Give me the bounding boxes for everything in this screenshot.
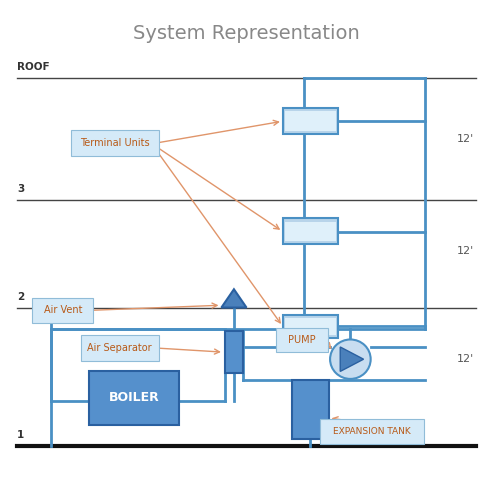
FancyBboxPatch shape	[285, 222, 336, 241]
Text: Air Vent: Air Vent	[44, 306, 82, 315]
FancyBboxPatch shape	[33, 298, 93, 323]
Text: 12': 12'	[457, 134, 474, 144]
FancyBboxPatch shape	[292, 380, 329, 439]
Text: EXPANSION TANK: EXPANSION TANK	[333, 427, 411, 436]
Text: 2: 2	[17, 292, 24, 302]
Text: 12': 12'	[457, 246, 474, 256]
FancyBboxPatch shape	[81, 335, 159, 361]
Text: 12': 12'	[457, 354, 474, 364]
Text: Air Separator: Air Separator	[87, 343, 152, 353]
Text: 3: 3	[17, 184, 24, 194]
Text: Terminal Units: Terminal Units	[80, 138, 150, 148]
FancyBboxPatch shape	[277, 328, 328, 352]
Text: ROOF: ROOF	[17, 62, 50, 72]
Text: 1: 1	[17, 431, 24, 440]
FancyBboxPatch shape	[285, 111, 336, 131]
FancyBboxPatch shape	[225, 331, 243, 373]
Circle shape	[330, 340, 371, 379]
FancyBboxPatch shape	[283, 108, 338, 134]
FancyBboxPatch shape	[283, 218, 338, 244]
Text: BOILER: BOILER	[109, 391, 160, 404]
FancyBboxPatch shape	[285, 318, 336, 335]
Text: PUMP: PUMP	[288, 335, 316, 345]
Polygon shape	[340, 347, 363, 371]
FancyBboxPatch shape	[320, 419, 424, 444]
Text: System Representation: System Representation	[133, 23, 360, 43]
Polygon shape	[221, 289, 246, 308]
FancyBboxPatch shape	[283, 315, 338, 338]
FancyBboxPatch shape	[71, 130, 159, 157]
FancyBboxPatch shape	[90, 371, 179, 425]
